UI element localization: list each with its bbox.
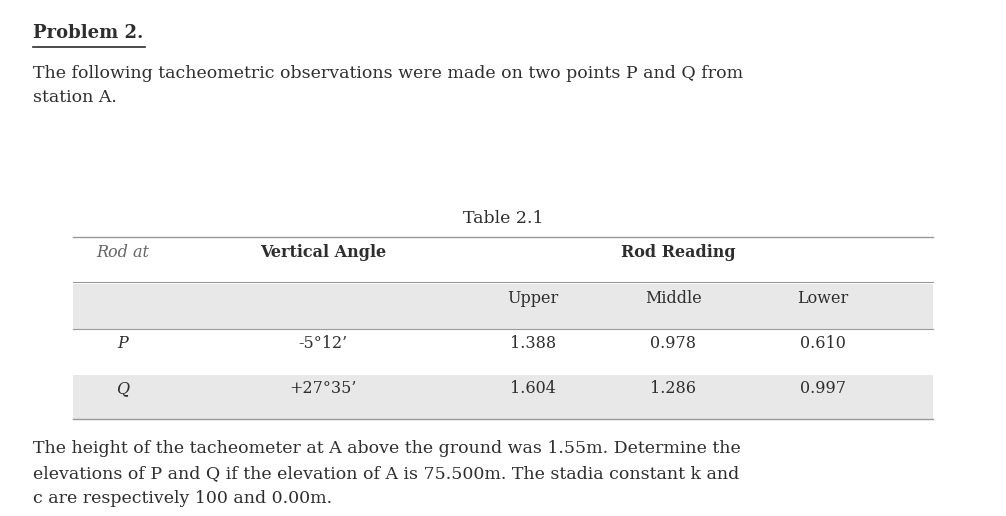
Text: 0.978: 0.978	[650, 335, 696, 352]
Bar	[72, 375, 934, 419]
Text: Rod Reading: Rod Reading	[621, 245, 735, 262]
Text: 0.997: 0.997	[800, 380, 846, 397]
Text: Problem 2.: Problem 2.	[33, 24, 143, 42]
Bar	[72, 284, 934, 329]
Text: +27°35’: +27°35’	[290, 380, 356, 397]
Text: The following tacheometric observations were made on two points P and Q from
sta: The following tacheometric observations …	[33, 64, 742, 106]
Text: 1.388: 1.388	[510, 335, 556, 352]
Text: 0.610: 0.610	[800, 335, 846, 352]
Text: Lower: Lower	[798, 289, 849, 307]
Text: -5°12’: -5°12’	[299, 335, 347, 352]
Text: The height of the tacheometer at A above the ground was 1.55m. Determine the
ele: The height of the tacheometer at A above…	[33, 440, 740, 507]
Text: P: P	[118, 335, 128, 352]
Text: Middle: Middle	[645, 289, 701, 307]
Text: 1.286: 1.286	[650, 380, 696, 397]
Text: Vertical Angle: Vertical Angle	[260, 245, 386, 262]
Text: Upper: Upper	[507, 289, 558, 307]
Text: Q: Q	[117, 380, 130, 397]
Text: Rod at: Rod at	[97, 245, 149, 262]
Text: 1.604: 1.604	[510, 380, 556, 397]
Text: Table 2.1: Table 2.1	[463, 209, 543, 227]
